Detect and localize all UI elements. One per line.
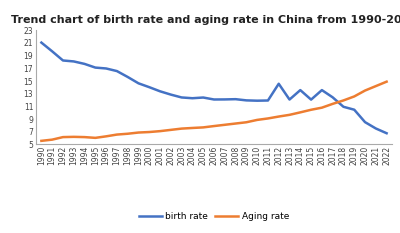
birth rate bbox=[39, 41, 44, 44]
Aging rate bbox=[158, 130, 162, 133]
Aging rate bbox=[136, 131, 141, 134]
Aging rate bbox=[179, 127, 184, 130]
birth rate bbox=[190, 97, 195, 100]
Aging rate bbox=[93, 137, 98, 139]
Aging rate bbox=[60, 136, 65, 138]
birth rate bbox=[384, 132, 389, 135]
birth rate bbox=[330, 96, 335, 99]
Aging rate bbox=[374, 85, 378, 88]
Aging rate bbox=[320, 106, 324, 109]
Aging rate bbox=[222, 123, 227, 126]
Aging rate bbox=[201, 126, 206, 129]
Aging rate bbox=[212, 125, 216, 127]
birth rate bbox=[276, 82, 281, 85]
birth rate bbox=[60, 59, 65, 62]
birth rate bbox=[104, 67, 108, 70]
Aging rate bbox=[341, 99, 346, 102]
birth rate bbox=[212, 98, 216, 101]
Aging rate bbox=[276, 115, 281, 118]
Aging rate bbox=[114, 133, 119, 136]
Title: Trend chart of birth rate and aging rate in China from 1990-2022: Trend chart of birth rate and aging rate… bbox=[11, 15, 400, 25]
Aging rate bbox=[266, 117, 270, 120]
birth rate bbox=[93, 66, 98, 69]
birth rate bbox=[352, 108, 357, 111]
Aging rate bbox=[39, 139, 44, 142]
Aging rate bbox=[147, 131, 152, 134]
birth rate bbox=[222, 98, 227, 101]
Aging rate bbox=[330, 103, 335, 105]
Aging rate bbox=[125, 132, 130, 135]
birth rate bbox=[320, 89, 324, 92]
birth rate bbox=[255, 99, 260, 102]
Aging rate bbox=[287, 113, 292, 116]
birth rate bbox=[50, 50, 54, 53]
Aging rate bbox=[363, 89, 368, 92]
birth rate bbox=[114, 70, 119, 72]
Aging rate bbox=[255, 119, 260, 121]
birth rate bbox=[287, 98, 292, 101]
Line: Aging rate: Aging rate bbox=[41, 82, 387, 141]
Aging rate bbox=[50, 138, 54, 141]
birth rate bbox=[201, 96, 206, 99]
birth rate bbox=[341, 105, 346, 108]
Aging rate bbox=[352, 95, 357, 98]
Line: birth rate: birth rate bbox=[41, 43, 387, 133]
Aging rate bbox=[244, 121, 249, 124]
Aging rate bbox=[298, 111, 303, 114]
birth rate bbox=[82, 62, 87, 65]
birth rate bbox=[125, 75, 130, 78]
Aging rate bbox=[190, 127, 195, 129]
birth rate bbox=[266, 99, 270, 102]
Aging rate bbox=[82, 136, 87, 138]
birth rate bbox=[244, 99, 249, 102]
Aging rate bbox=[384, 80, 389, 83]
Aging rate bbox=[71, 135, 76, 138]
birth rate bbox=[136, 82, 141, 85]
Aging rate bbox=[168, 128, 173, 131]
Aging rate bbox=[309, 108, 314, 111]
birth rate bbox=[374, 127, 378, 130]
birth rate bbox=[71, 60, 76, 63]
birth rate bbox=[168, 93, 173, 96]
birth rate bbox=[147, 86, 152, 89]
Legend: birth rate, Aging rate: birth rate, Aging rate bbox=[136, 208, 292, 225]
Aging rate bbox=[233, 122, 238, 125]
birth rate bbox=[309, 98, 314, 101]
birth rate bbox=[158, 90, 162, 93]
birth rate bbox=[363, 121, 368, 123]
Aging rate bbox=[104, 135, 108, 138]
birth rate bbox=[179, 96, 184, 99]
birth rate bbox=[233, 98, 238, 101]
birth rate bbox=[298, 89, 303, 92]
